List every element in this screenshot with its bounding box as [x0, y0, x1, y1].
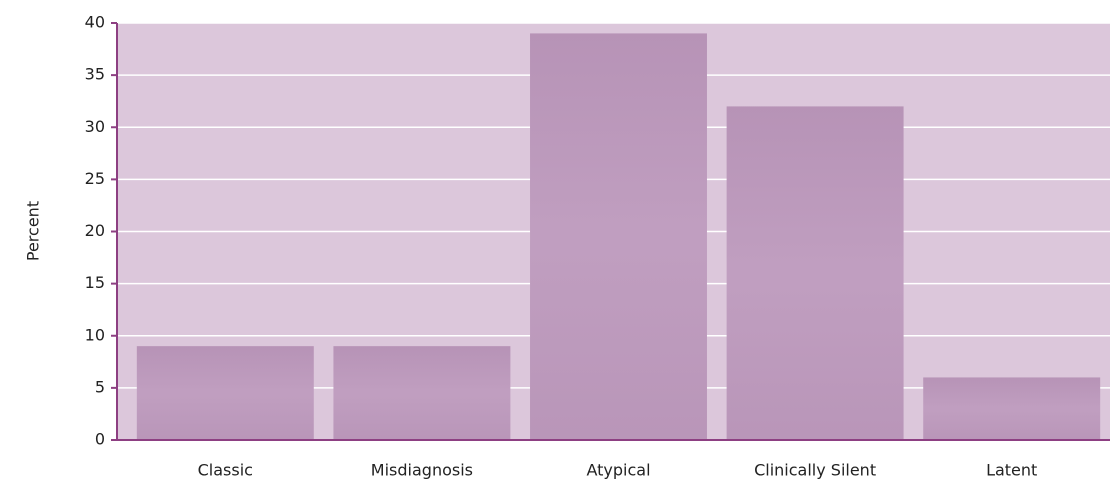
bar-texture	[727, 106, 904, 440]
bar-texture	[137, 346, 314, 440]
y-tick-label: 10	[85, 325, 105, 344]
y-axis-label: Percent	[24, 201, 43, 261]
y-tick-label: 25	[85, 169, 105, 188]
chart: Percent 0 5 10 15 20 25 30 35 40 Classic Misdiagno…	[0, 0, 1110, 487]
y-tick-label: 40	[85, 13, 105, 32]
y-tick-label: 30	[85, 117, 105, 136]
x-tick-label: Classic	[198, 461, 253, 480]
y-tick-label: 20	[85, 221, 105, 240]
bar-texture	[923, 377, 1100, 440]
bar-texture	[333, 346, 510, 440]
y-tick-label: 5	[95, 377, 105, 396]
y-tick-label: 15	[85, 273, 105, 292]
y-tick-label: 35	[85, 65, 105, 84]
x-tick-label: Clinically Silent	[754, 461, 876, 480]
x-tick-label: Atypical	[586, 461, 650, 480]
x-tick-label: Latent	[986, 461, 1037, 480]
x-tick-label: Misdiagnosis	[371, 461, 473, 480]
y-tick-label: 0	[95, 430, 105, 449]
bar-texture	[530, 33, 707, 440]
